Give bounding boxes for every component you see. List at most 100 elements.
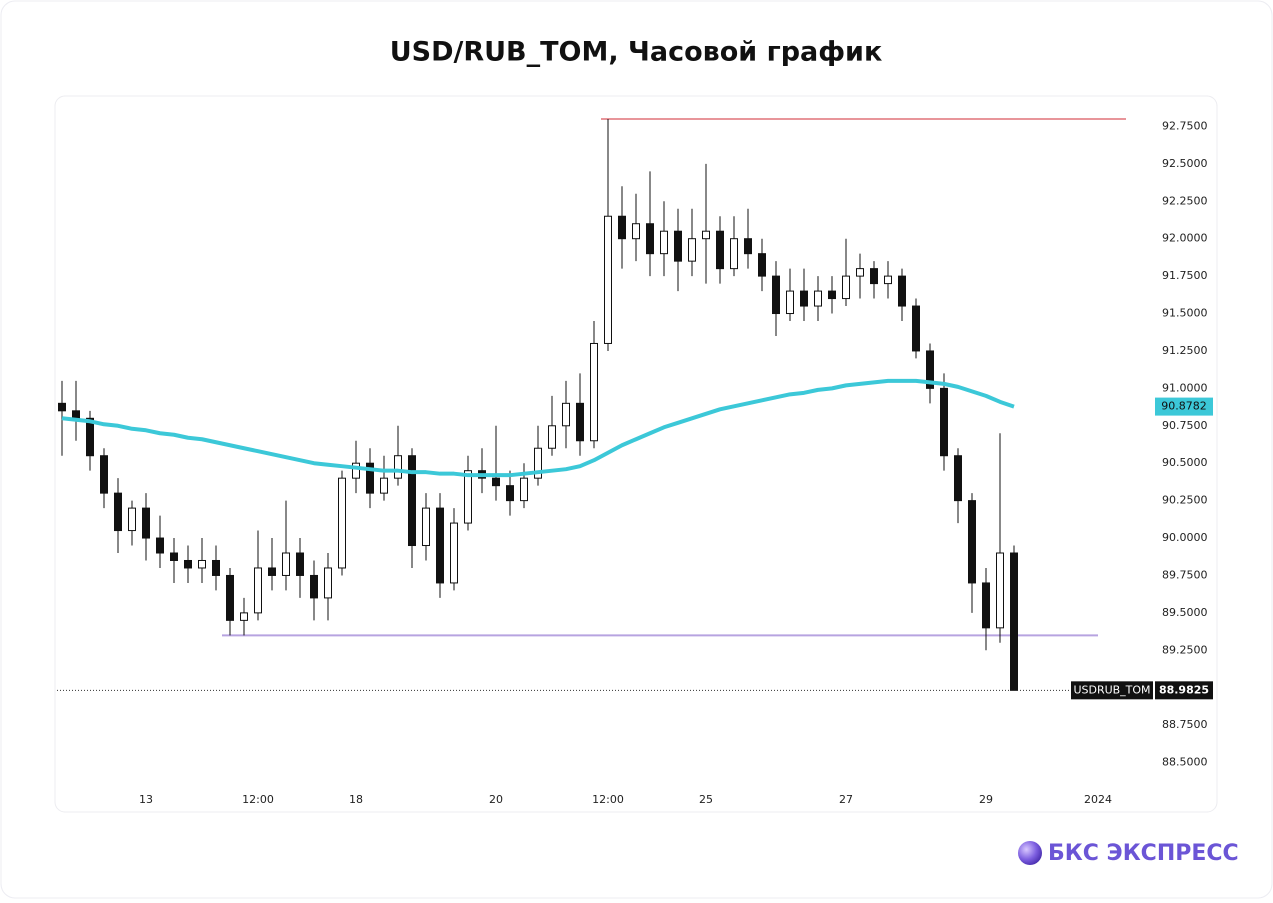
y-tick-label: 92.7500 xyxy=(1162,119,1208,132)
candle-body xyxy=(58,402,66,412)
candle-body xyxy=(128,507,136,532)
candle-body xyxy=(408,455,416,547)
candle-body xyxy=(912,305,920,352)
candle-body xyxy=(758,253,766,277)
candle-body xyxy=(198,559,206,569)
candle-body xyxy=(828,290,836,300)
symbol-box xyxy=(1071,681,1153,700)
x-tick-label: 12:00 xyxy=(242,793,274,806)
y-tick-label: 90.5000 xyxy=(1162,456,1208,469)
candle-body xyxy=(800,290,808,307)
x-tick-label: 18 xyxy=(349,793,363,806)
y-tick-label: 90.7500 xyxy=(1162,419,1208,432)
candle-body xyxy=(436,507,444,584)
y-tick-label: 91.7500 xyxy=(1162,269,1208,282)
candle-body xyxy=(142,507,150,539)
candle-body xyxy=(268,567,276,576)
candle-body xyxy=(254,567,262,614)
candle-body xyxy=(590,342,598,442)
candle-body xyxy=(520,477,528,502)
y-tick-label: 92.5000 xyxy=(1162,157,1208,170)
candle-body xyxy=(604,215,612,344)
candle-body xyxy=(660,230,668,255)
y-tick-label: 92.2500 xyxy=(1162,194,1208,207)
candle-body xyxy=(674,230,682,262)
y-tick-label: 89.7500 xyxy=(1162,568,1208,581)
candle-body xyxy=(576,402,584,442)
candle-body xyxy=(86,417,94,457)
last-price-box xyxy=(1155,681,1213,700)
candle-body xyxy=(380,477,388,494)
candle-body xyxy=(786,290,794,315)
y-tick-label: 91.5000 xyxy=(1162,307,1208,320)
x-tick-label: 29 xyxy=(979,793,993,806)
symbol-label: USDRUB_TOM xyxy=(1073,683,1150,696)
plot-frame xyxy=(54,95,1218,813)
candle-body xyxy=(366,462,374,494)
candle-body xyxy=(954,455,962,502)
candle-body xyxy=(352,462,360,479)
y-tick-label: 88.5000 xyxy=(1162,756,1208,769)
candle-body xyxy=(184,559,192,569)
candle-body xyxy=(618,215,626,240)
candle-body xyxy=(730,238,738,270)
candle-body xyxy=(464,470,472,524)
candle-body xyxy=(996,552,1004,629)
y-tick-label: 90.0000 xyxy=(1162,531,1208,544)
candle-body xyxy=(702,230,710,240)
candle-body xyxy=(870,268,878,285)
candle-body xyxy=(72,410,80,419)
candle-body xyxy=(772,275,780,315)
logo-text: БКС ЭКСПРЕСС xyxy=(1048,841,1239,866)
y-tick-label: 89.5000 xyxy=(1162,606,1208,619)
candle-body xyxy=(688,238,696,262)
candle-body xyxy=(156,537,164,554)
x-tick-label: 2024 xyxy=(1084,793,1112,806)
candle-body xyxy=(338,477,346,569)
plot-area: 92.7500 92.5000 92.2500 92.0000 91.7500 91.50… xyxy=(57,117,1213,806)
candle-body xyxy=(212,559,220,576)
candle-body xyxy=(982,582,990,629)
x-tick-label: 13 xyxy=(139,793,153,806)
candle-body xyxy=(968,500,976,584)
candle-body xyxy=(632,223,640,240)
candle-body xyxy=(114,492,122,532)
candle-body xyxy=(240,612,248,621)
candle-body xyxy=(324,567,332,599)
candle-body xyxy=(562,402,570,427)
candle-body xyxy=(884,275,892,285)
candle-body xyxy=(898,275,906,307)
candle-body xyxy=(170,552,178,561)
x-tick-label: 27 xyxy=(839,793,853,806)
candle-body xyxy=(100,455,108,494)
y-tick-label: 92.0000 xyxy=(1162,232,1208,245)
y-tick-label: 88.7500 xyxy=(1162,718,1208,731)
candle-body xyxy=(548,425,556,449)
x-tick-label: 25 xyxy=(699,793,713,806)
y-tick-label: 89.2500 xyxy=(1162,643,1208,656)
candle-body xyxy=(814,290,822,307)
x-tick-label: 12:00 xyxy=(592,793,624,806)
ma-label: 90.8782 xyxy=(1161,400,1207,413)
candle-body xyxy=(506,485,514,502)
candle-body xyxy=(646,223,654,255)
candle-body xyxy=(856,268,864,277)
y-tick-label: 90.2500 xyxy=(1162,494,1208,507)
candle-body xyxy=(534,447,542,479)
candle-body xyxy=(842,275,850,300)
candle-body xyxy=(940,387,948,457)
candle-body xyxy=(282,552,290,576)
candle-body xyxy=(744,238,752,255)
candle-body xyxy=(926,350,934,389)
candle-body xyxy=(1010,552,1018,691)
candle-body xyxy=(450,522,458,584)
moving-average xyxy=(61,378,1015,478)
ma-label-box xyxy=(1155,397,1213,416)
last-price-label: 88.9825 xyxy=(1159,683,1209,696)
candle-body xyxy=(492,477,500,487)
x-tick-label: 20 xyxy=(489,793,503,806)
chart-title: USD/RUB_TOM, Часовой график xyxy=(390,37,883,68)
logo-icon xyxy=(1018,841,1042,865)
